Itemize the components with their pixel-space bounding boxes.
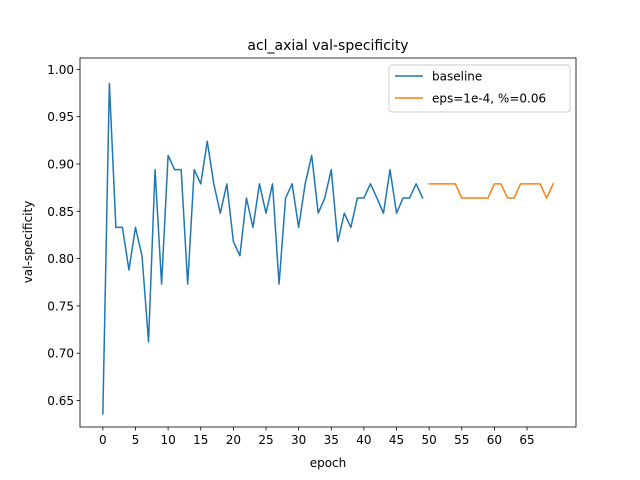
chart-title: acl_axial val-specificity xyxy=(247,38,408,54)
y-tick-label: 0.65 xyxy=(47,394,74,408)
x-tick-label: 15 xyxy=(193,433,208,447)
x-tick-label: 45 xyxy=(389,433,404,447)
x-tick-label: 55 xyxy=(454,433,469,447)
x-tick-label: 10 xyxy=(160,433,175,447)
x-tick-label: 35 xyxy=(324,433,339,447)
series-line-2 xyxy=(428,182,555,199)
legend-box xyxy=(388,64,571,113)
x-axis-title: epoch xyxy=(310,456,347,470)
y-tick-label: 1.00 xyxy=(47,63,74,77)
x-tick-label: 20 xyxy=(226,433,241,447)
y-axis-title: val-specificity xyxy=(21,201,35,284)
x-tick-label: 25 xyxy=(258,433,273,447)
axes-frame xyxy=(79,57,577,428)
legend: baseline eps=1e-4, %=0.06 xyxy=(388,64,571,113)
x-tick-label: 0 xyxy=(99,433,107,447)
x-tick-label: 5 xyxy=(132,433,140,447)
y-tick-label: 0.85 xyxy=(47,205,74,219)
y-tick-label: 0.75 xyxy=(47,299,74,313)
x-tick-label: 65 xyxy=(519,433,534,447)
y-tick-label: 0.95 xyxy=(47,110,74,124)
y-tick-label: 0.80 xyxy=(47,252,74,266)
series-line-1 xyxy=(102,82,424,415)
y-tick-label: 0.70 xyxy=(47,347,74,361)
legend-label-1: baseline xyxy=(432,70,482,84)
x-tick-label: 60 xyxy=(487,433,502,447)
y-tick-label: 0.90 xyxy=(47,157,74,171)
legend-label-2: eps=1e-4, %=0.06 xyxy=(432,92,546,106)
x-tick-label: 50 xyxy=(422,433,437,447)
plot-area: 0 5 10 15 20 25 30 35 40 45 50 55 60 65 0.65 0.70 0.75 0.… xyxy=(47,57,577,447)
x-tick-label: 40 xyxy=(356,433,371,447)
x-tick-label: 30 xyxy=(291,433,306,447)
